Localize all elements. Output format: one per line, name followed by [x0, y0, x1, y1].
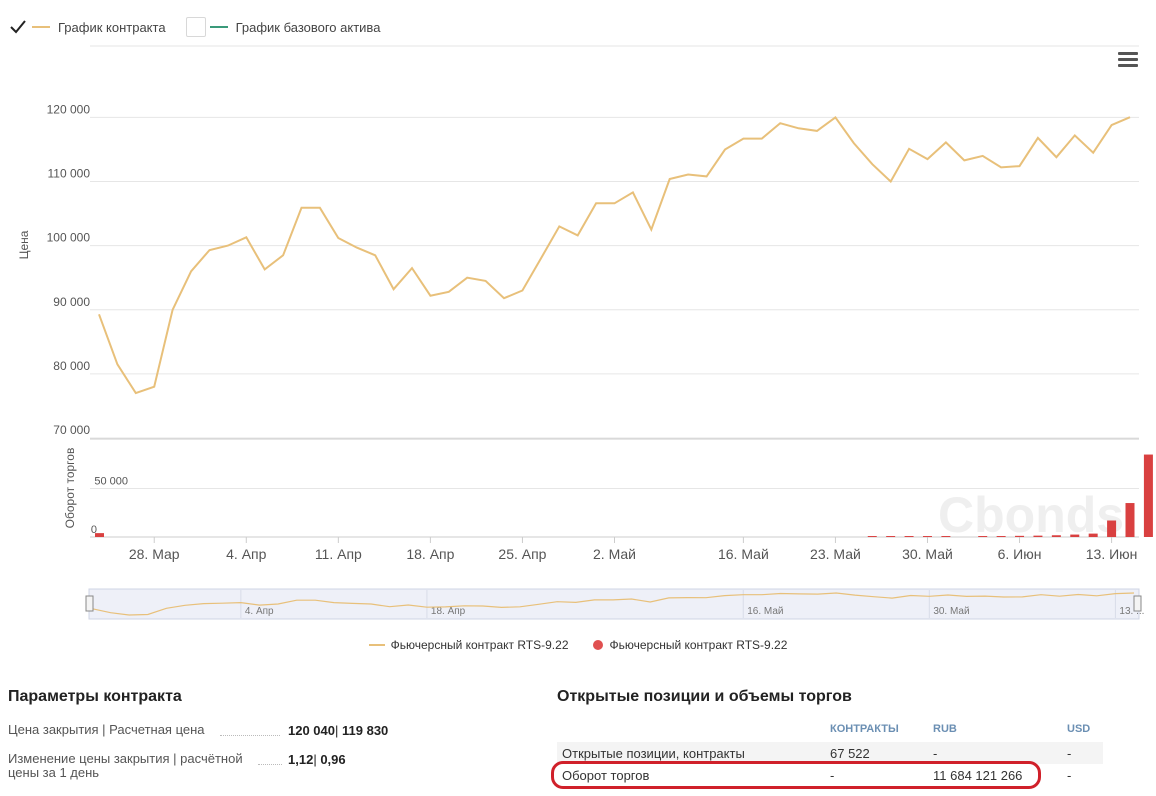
row-label: Оборот торгов — [562, 768, 650, 783]
navigator-label: 4. Апр — [245, 606, 274, 617]
price-y-axis-label: Цена — [17, 230, 31, 259]
toggle-label: График контракта — [58, 19, 166, 35]
price-tick-label: 70 000 — [53, 423, 90, 437]
x-tick-label: 13. Июн — [1086, 546, 1138, 562]
x-tick-label: 6. Июн — [998, 546, 1042, 562]
x-tick-label: 18. Апр — [406, 546, 454, 562]
col-header-usd: USD — [1067, 723, 1091, 735]
underlying-line-swatch — [209, 26, 228, 28]
cell-rub: - — [933, 746, 938, 761]
navigator-frame[interactable] — [88, 588, 1140, 620]
toggle-underlying-chart[interactable]: График базового актива — [185, 17, 381, 37]
param-row-price-change: Изменение цены закрытия | расчётной цены… — [8, 752, 408, 786]
x-tick-label: 25. Апр — [498, 546, 546, 562]
volume-bar[interactable] — [978, 536, 988, 537]
toggle-label: График базового актива — [235, 19, 381, 35]
volume-bar[interactable] — [1107, 520, 1117, 537]
volume-bar[interactable] — [886, 536, 896, 537]
navigator-label: 13. ... — [1119, 606, 1144, 617]
price-series-line — [98, 115, 1131, 395]
cell-rub: 11 684 121 266 — [933, 768, 1023, 783]
volume-bar[interactable] — [1125, 503, 1135, 537]
navigator-line — [91, 592, 1135, 616]
param-label: Цена закрытия | Расчетная цена — [8, 722, 205, 737]
legend-label: Фьючерсный контракт RTS-9.22 — [390, 638, 569, 652]
params-title: Параметры контракта — [8, 688, 182, 705]
price-tick-label: 110 000 — [48, 167, 91, 181]
checkmark-icon[interactable] — [8, 17, 28, 37]
navigator-handle-left[interactable] — [85, 595, 94, 612]
table-row: Оборот торгов - 11 684 121 266 - — [557, 764, 1103, 786]
volume-bar[interactable] — [1033, 535, 1043, 537]
grid-lines — [90, 45, 1139, 538]
cell-contracts: 67 522 — [830, 746, 870, 761]
param-value: 120 040| 119 830 — [288, 723, 389, 738]
contract-line-swatch — [32, 26, 50, 28]
x-axis: 28. Мар 4. Апр 11. Апр 18. Апр 25. Апр 2. Май… — [129, 537, 1138, 562]
volume-bars — [95, 454, 1153, 537]
x-tick-label: 2. Май — [593, 546, 636, 562]
open-interest-title: Открытые позиции и объемы торгов — [557, 688, 852, 705]
checkbox-icon[interactable] — [185, 17, 206, 37]
param-row-close-price: Цена закрытия | Расчетная цена 120 040| … — [8, 723, 408, 743]
volume-bar[interactable] — [1015, 535, 1025, 537]
toggle-contract-chart[interactable]: График контракта — [8, 17, 166, 37]
volume-bar[interactable] — [1070, 534, 1080, 537]
price-tick-label: 80 000 — [53, 359, 90, 373]
chart-legend: Фьючерсный контракт RTS-9.22 Фьючерсный … — [0, 638, 1156, 652]
dotted-leader — [258, 764, 282, 765]
x-tick-label: 28. Мар — [129, 546, 180, 562]
cell-usd: - — [1067, 746, 1072, 761]
x-tick-label: 11. Апр — [315, 546, 362, 562]
table-row: Открытые позиции, контракты 67 522 - - — [557, 742, 1103, 764]
navigator-label: 16. Май — [747, 606, 783, 617]
volume-bar[interactable] — [95, 533, 104, 537]
legend-label: Фьючерсный контракт RTS-9.22 — [609, 638, 788, 652]
col-header-rub: RUB — [933, 723, 957, 735]
volume-bar[interactable] — [867, 536, 877, 537]
col-header-contracts: КОНТРАКТЫ — [830, 723, 899, 735]
legend-line-swatch — [368, 644, 385, 646]
volume-zero-label: 0 — [91, 524, 97, 536]
volume-bar[interactable] — [922, 536, 932, 537]
cell-contracts: - — [830, 768, 835, 783]
volume-bar[interactable] — [1143, 454, 1153, 537]
dotted-leader — [220, 735, 280, 736]
chart-menu-icon[interactable] — [1118, 52, 1138, 68]
navigator-handle-right[interactable] — [1133, 595, 1142, 612]
series-toggles: График контракта График базового актива — [8, 16, 400, 38]
legend-item-bars[interactable]: Фьючерсный контракт RTS-9.22 — [592, 638, 788, 652]
highlight-annotation — [551, 761, 1041, 789]
price-tick-label: 90 000 — [53, 295, 90, 309]
price-y-axis: 120 000 110 000 100 000 90 000 80 000 70 000 5… — [47, 102, 128, 536]
volume-bar[interactable] — [941, 536, 951, 537]
volume-tick-label: 50 000 — [94, 476, 128, 488]
row-label: Открытые позиции, контракты — [562, 746, 745, 761]
param-label: Изменение цены закрытия | расчётной цены… — [8, 751, 243, 780]
volume-bar[interactable] — [1051, 535, 1061, 537]
volume-bar[interactable] — [1088, 533, 1098, 537]
param-value: 1,12| 0,96 — [288, 752, 346, 767]
price-tick-label: 100 000 — [47, 231, 91, 245]
volume-bar[interactable] — [904, 536, 914, 537]
navigator-label: 30. Май — [933, 606, 969, 617]
x-tick-label: 16. Май — [718, 546, 769, 562]
price-tick-label: 120 000 — [47, 102, 91, 116]
legend-item-line[interactable]: Фьючерсный контракт RTS-9.22 — [368, 638, 569, 652]
legend-dot-swatch — [592, 640, 603, 650]
x-tick-label: 30. Май — [902, 546, 953, 562]
volume-bar[interactable] — [996, 536, 1006, 537]
cell-usd: - — [1067, 768, 1072, 783]
x-tick-label: 23. Май — [810, 546, 861, 562]
volume-y-axis-label: Оборот торгов — [63, 448, 77, 529]
navigator-label: 18. Апр — [431, 606, 466, 617]
navigator-labels: 4. Апр 18. Апр 16. Май 30. Май 13. ... — [240, 590, 1144, 618]
x-tick-label: 4. Апр — [226, 546, 266, 562]
